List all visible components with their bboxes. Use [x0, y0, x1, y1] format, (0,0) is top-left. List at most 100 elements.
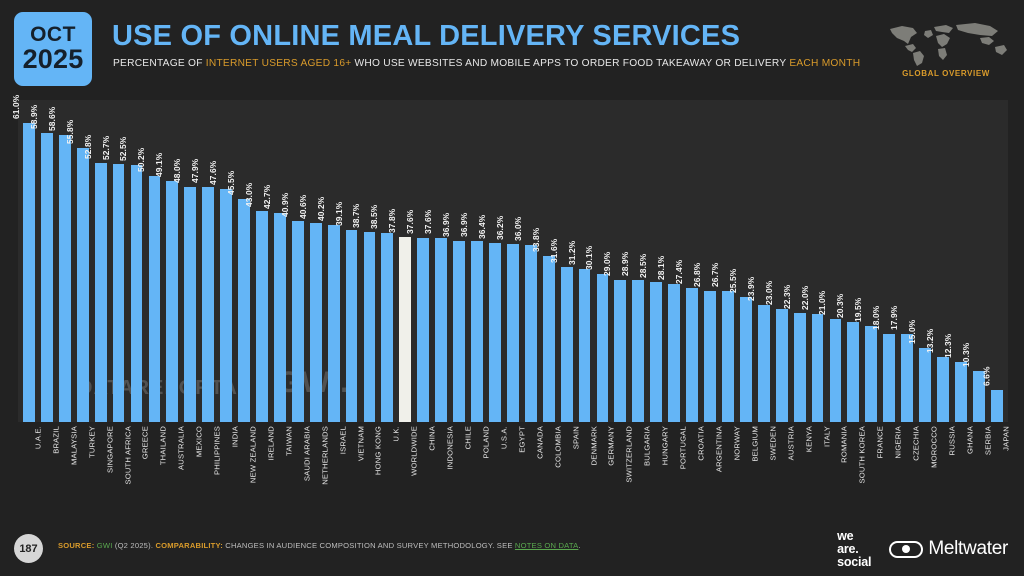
bar[interactable]: 38.5% — [369, 205, 394, 422]
bar[interactable]: 55.8% — [65, 120, 89, 422]
bar[interactable]: 33.8% — [531, 228, 555, 422]
bar[interactable]: 36.9% — [459, 213, 483, 422]
category-item: BRAZIL — [38, 424, 60, 512]
comparability-value: CHANGES IN AUDIENCE COMPOSITION AND SURV… — [222, 541, 515, 550]
bar[interactable]: 38.7% — [351, 204, 376, 422]
category-item: AUSTRALIA — [163, 424, 186, 512]
category-item: BELGIUM — [737, 424, 759, 512]
bar[interactable]: 36.0% — [513, 217, 537, 422]
category-item: NORWAY — [719, 424, 741, 512]
bar-item: 49.1% — [154, 100, 181, 422]
comparability-key: COMPARABILITY: — [155, 541, 223, 550]
bar[interactable]: 36.2% — [495, 216, 519, 422]
bar[interactable]: 52.8% — [83, 135, 107, 422]
bar[interactable]: 25.5% — [728, 269, 752, 422]
bar[interactable]: 23.9% — [746, 277, 770, 422]
category-item: NEW ZEALAND — [235, 424, 258, 512]
bar-item: 22.0% — [799, 100, 827, 422]
category-item: MALAYSIA — [56, 424, 78, 512]
bar-item: 15.0% — [907, 100, 934, 422]
subtitle-part-2: WHO USE WEBSITES AND MOBILE APPS TO ORDE… — [351, 58, 790, 69]
bar[interactable]: 42.7% — [262, 184, 286, 422]
bar[interactable]: 50.2% — [136, 148, 161, 422]
bar-value-label: 10.3% — [960, 343, 971, 368]
date-year: 2025 — [22, 43, 84, 74]
category-item: BULGARIA — [629, 424, 652, 512]
bar[interactable]: 28.5% — [638, 254, 663, 422]
bar[interactable]: 26.7% — [710, 263, 734, 422]
bar[interactable]: 48.0% — [172, 158, 197, 422]
category-item: THAILAND — [145, 424, 168, 512]
bar-value-label: 36.2% — [494, 216, 505, 241]
bar[interactable]: 49.1% — [154, 153, 179, 422]
brand-logos: we are. social Meltwater — [837, 530, 1008, 568]
bar-value-label: 40.9% — [279, 193, 290, 218]
bar[interactable]: 15.0% — [907, 320, 931, 422]
category-item: SOUTH KOREA — [844, 424, 867, 512]
category-item: GERMANY — [594, 424, 616, 512]
bar[interactable]: 45.5% — [226, 171, 250, 422]
subtitle-highlight-1: INTERNET USERS AGED 16+ — [205, 58, 352, 69]
bar[interactable]: 28.9% — [620, 252, 645, 422]
bar[interactable]: 31.2% — [566, 241, 591, 422]
bar[interactable]: 58.6% — [47, 106, 71, 422]
bar-value-label: 29.0% — [602, 251, 613, 276]
bar[interactable]: 47.6% — [208, 160, 233, 422]
notes-on-data-link[interactable]: NOTES ON DATA — [514, 541, 579, 550]
bar-value-label: 52.7% — [100, 135, 111, 160]
bar-value-label: 6.6% — [980, 366, 991, 386]
category-item: IRELAND — [253, 424, 275, 512]
bar-value-label: 45.5% — [225, 170, 236, 195]
bar[interactable]: 40.2% — [316, 197, 340, 422]
bar-value-label: 38.5% — [369, 204, 380, 230]
bar[interactable]: 52.7% — [100, 135, 125, 422]
bar[interactable]: 58.9% — [29, 105, 53, 422]
source-value[interactable]: GWI — [96, 541, 113, 550]
bar[interactable]: 40.9% — [280, 193, 304, 422]
category-item: U.K. — [378, 424, 401, 512]
date-badge: OCT 2025 — [14, 12, 92, 86]
bar[interactable]: 23.0% — [764, 281, 788, 422]
bar[interactable]: 39.1% — [333, 202, 358, 422]
bar[interactable]: 37.6% — [405, 209, 430, 422]
bar[interactable]: 30.1% — [584, 246, 609, 422]
bar-item: 33.8% — [531, 100, 558, 422]
bar[interactable]: 31.6% — [548, 239, 573, 422]
bar[interactable]: 22.3% — [781, 284, 806, 422]
bar[interactable]: 20.3% — [835, 294, 860, 422]
bar-item: 38.7% — [351, 100, 379, 422]
bar[interactable]: 29.0% — [602, 252, 627, 422]
bar[interactable]: 43.0% — [244, 183, 268, 422]
bar-value-label: 50.2% — [136, 147, 147, 172]
bar-item: 36.9% — [459, 100, 486, 422]
bar[interactable]: 27.4% — [674, 259, 698, 422]
bar[interactable]: 13.2% — [925, 329, 949, 422]
category-item: CROATIA — [683, 424, 706, 512]
bar[interactable]: 37.6% — [423, 209, 448, 422]
bar-value-label: 30.1% — [584, 246, 595, 271]
bar[interactable]: 10.3% — [961, 343, 985, 422]
bar[interactable]: 17.9% — [889, 306, 914, 422]
chart-panel: DATAREPORTAL GWI. 61.0%58.9%58.6%55.8%52… — [11, 95, 1008, 422]
bar[interactable]: 22.0% — [799, 286, 824, 422]
bar[interactable]: 18.0% — [871, 305, 896, 422]
bar[interactable]: 19.5% — [853, 298, 878, 422]
bar[interactable]: 28.1% — [656, 256, 681, 422]
bar[interactable]: 21.0% — [817, 291, 842, 422]
bar[interactable]: 6.6% — [981, 366, 1003, 422]
bar[interactable]: 40.6% — [298, 195, 322, 422]
bar[interactable]: 47.9% — [190, 159, 215, 422]
bar[interactable]: 36.9% — [441, 213, 465, 422]
category-item: ROMANIA — [826, 424, 849, 512]
category-item: JAPAN — [988, 424, 1010, 512]
bar[interactable]: 12.3% — [943, 333, 967, 422]
bar-value-label: 19.5% — [853, 298, 864, 323]
date-month: OCT — [30, 22, 76, 46]
bar-highlight[interactable]: 37.8% — [387, 208, 412, 422]
bar[interactable]: 36.4% — [477, 215, 501, 422]
bar[interactable]: 52.5% — [118, 136, 143, 422]
bar-item: 48.0% — [172, 100, 199, 422]
bar[interactable]: 61.0% — [11, 95, 35, 422]
bar[interactable]: 26.8% — [692, 262, 716, 422]
bar-item: 37.8% — [387, 100, 414, 422]
